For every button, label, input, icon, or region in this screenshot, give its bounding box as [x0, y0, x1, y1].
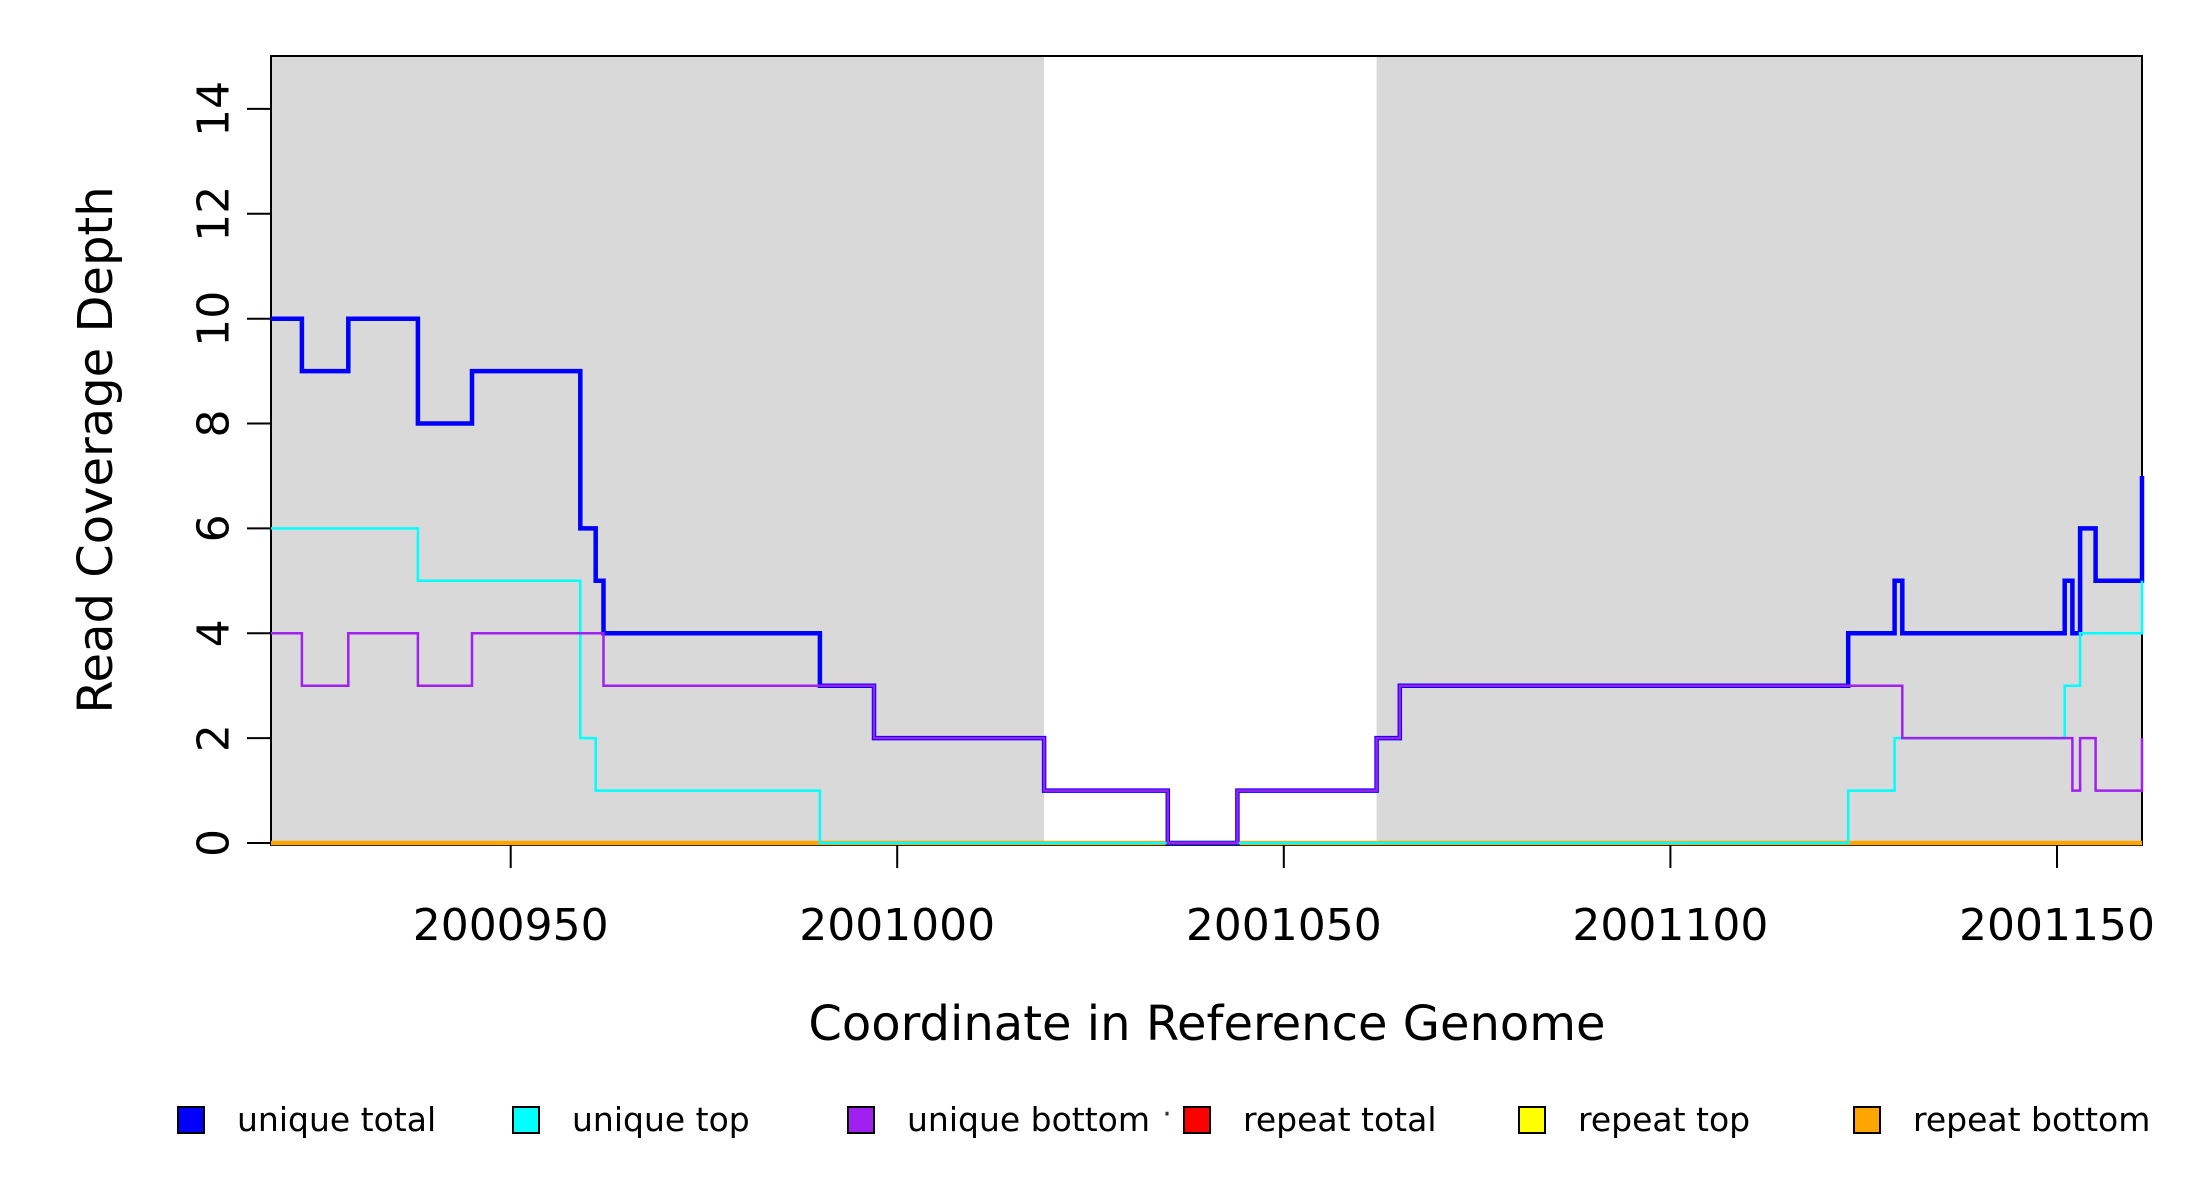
series-layer	[271, 316, 2145, 846]
legend-layer: unique total unique top unique bottom repea…	[177, 1100, 2150, 1139]
shaded-region-2	[1376, 56, 2142, 845]
legend-swatch-repeat-bottom	[1853, 1106, 1881, 1134]
legend-label-unique-bottom: unique bottom	[907, 1100, 1150, 1139]
shaded-region-1	[271, 56, 1045, 845]
axis-ticks-layer: 2000950 2001000 2001050 2001100 2001150 0 2 4 6 8…	[189, 81, 2155, 951]
x-tick-label-2001100: 2001100	[1572, 900, 1768, 951]
y-tick-label-4: 4	[189, 619, 240, 647]
x-axis-title: Coordinate in Reference Genome	[808, 996, 1605, 1052]
x-tick-label-2001050: 2001050	[1186, 900, 1382, 951]
y-tick-label-0: 0	[189, 829, 240, 857]
y-tick-label-12: 12	[189, 186, 240, 242]
x-tick-label-2000950: 2000950	[413, 900, 609, 951]
series-line-unique-top	[271, 527, 2144, 845]
series-line-unique-bottom	[271, 632, 2144, 845]
legend-swatch-unique-top	[512, 1106, 540, 1134]
legend-label-unique-top: unique top	[572, 1100, 750, 1139]
legend-label-repeat-top: repeat top	[1578, 1100, 1750, 1139]
legend-swatch-repeat-total	[1183, 1106, 1211, 1134]
x-tick-label-2001150: 2001150	[1959, 900, 2155, 951]
legend-swatch-unique-bottom	[847, 1106, 875, 1134]
y-tick-label-6: 6	[189, 514, 240, 542]
shaded-regions-layer	[271, 56, 2142, 845]
stray-dot: ·	[1162, 1097, 1172, 1132]
legend-label-repeat-total: repeat total	[1243, 1100, 1437, 1139]
legend-swatch-unique-total	[177, 1106, 205, 1134]
y-tick-label-8: 8	[189, 410, 240, 438]
y-tick-label-14: 14	[189, 81, 240, 137]
y-tick-label-10: 10	[189, 291, 240, 347]
legend-label-repeat-bottom: repeat bottom	[1913, 1100, 2150, 1139]
legend-label-unique-total: unique total	[237, 1100, 436, 1139]
y-tick-label-2: 2	[189, 724, 240, 752]
x-tick-label-2001000: 2001000	[799, 900, 995, 951]
y-axis-title: Read Coverage Depth	[68, 186, 124, 713]
legend-swatch-repeat-top	[1518, 1106, 1546, 1134]
